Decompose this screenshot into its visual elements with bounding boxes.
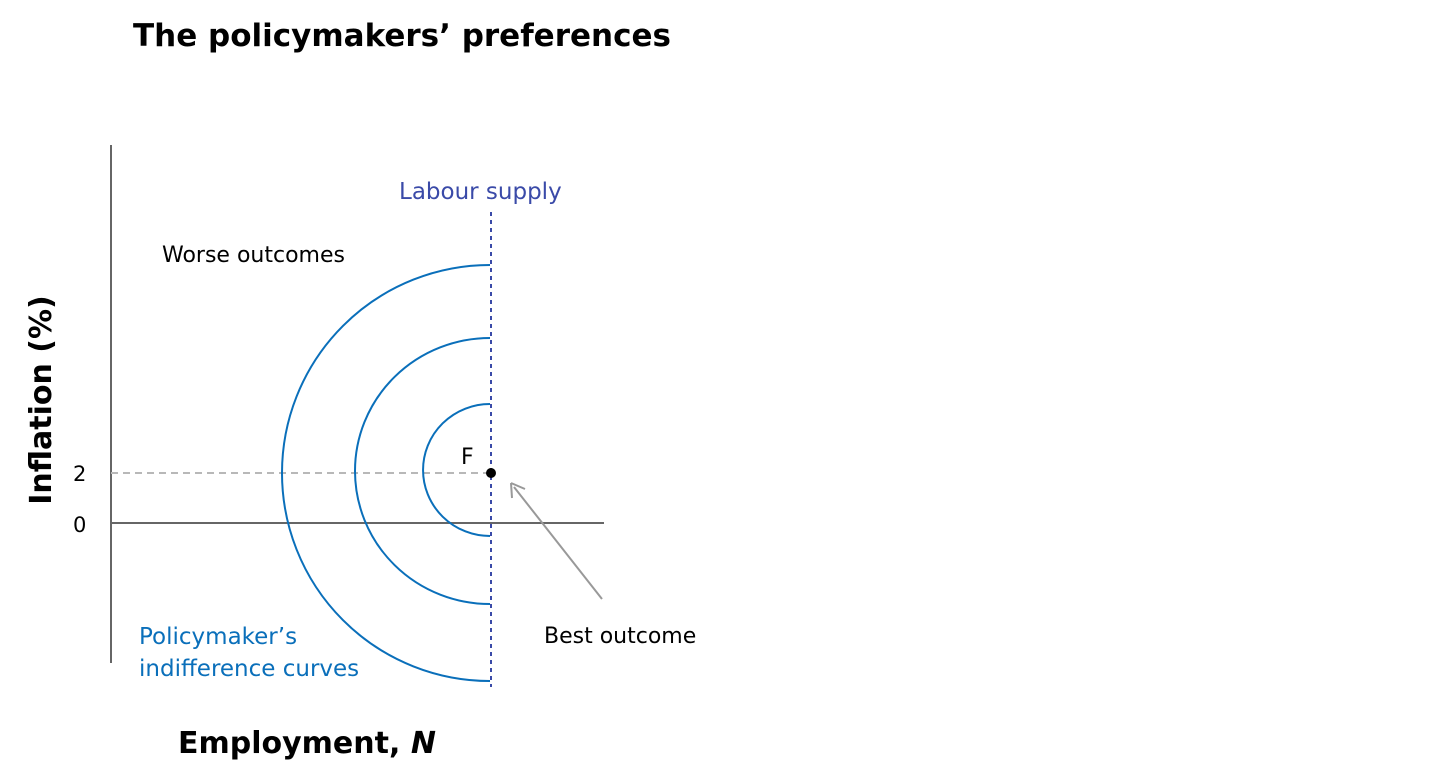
arrow-head-icon [510,482,526,499]
y-tick-2: 2 [73,462,86,486]
y-axis-title: Inflation (%) [24,295,59,505]
diagram-title: The policymakers’ preferences [133,18,671,54]
indifference-curves-label-line1: Policymaker’s [139,624,297,650]
indifference-curve-inner [422,403,491,537]
best-outcome-label: Best outcome [544,624,696,649]
x-axis-title: Employment, N [178,726,436,761]
worse-outcomes-label: Worse outcomes [162,243,345,268]
indifference-curve-outer [281,264,491,682]
best-outcome-arrow [513,486,603,600]
indifference-curve-middle [354,337,491,605]
y-tick-0: 0 [73,513,86,537]
x-axis-title-text: Employment, [178,726,411,761]
indifference-curves-label-line2: indifference curves [139,656,359,682]
x-axis-title-variable: N [411,726,436,761]
point-f-marker [486,468,496,478]
labour-supply-label: Labour supply [399,179,562,205]
point-f-label: F [461,445,474,470]
